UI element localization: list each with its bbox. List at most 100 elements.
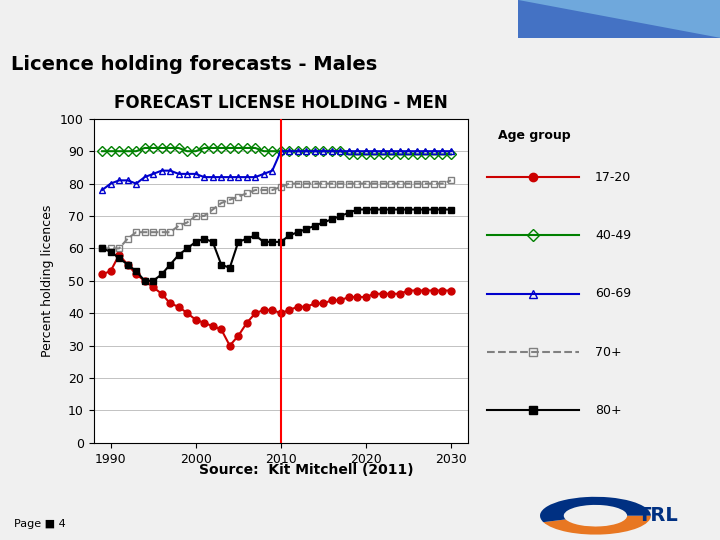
70+ (310, 180, 319, 187)
17-20 (192, 316, 200, 323)
70+ (268, 187, 276, 193)
60-69 (345, 148, 354, 154)
70+ (370, 180, 379, 187)
40-49 (413, 151, 421, 158)
40-49 (319, 148, 328, 154)
60-69 (446, 148, 455, 154)
40-49 (285, 148, 294, 154)
80+ (217, 261, 225, 268)
80+ (243, 235, 251, 242)
60-69 (208, 174, 217, 180)
70+ (328, 180, 336, 187)
60-69 (413, 148, 421, 154)
Line: 40-49: 40-49 (99, 145, 454, 158)
40-49 (183, 148, 192, 154)
80+ (345, 210, 354, 216)
40-49 (387, 151, 396, 158)
17-20 (107, 268, 115, 274)
60-69 (379, 148, 387, 154)
40-49 (404, 151, 413, 158)
17-20 (370, 291, 379, 297)
80+ (302, 226, 310, 232)
70+ (404, 180, 413, 187)
80+ (192, 239, 200, 245)
60-69 (123, 177, 132, 184)
80+ (328, 216, 336, 222)
60-69 (192, 171, 200, 177)
40-49 (438, 151, 447, 158)
60-69 (387, 148, 396, 154)
60-69 (353, 148, 361, 154)
60-69 (395, 148, 404, 154)
80+ (140, 278, 149, 284)
60-69 (114, 177, 123, 184)
70+ (217, 200, 225, 206)
17-20 (413, 287, 421, 294)
17-20 (234, 333, 243, 339)
60-69 (404, 148, 413, 154)
70+ (208, 206, 217, 213)
70+ (421, 180, 430, 187)
17-20 (319, 300, 328, 307)
70+ (243, 190, 251, 197)
40-49 (200, 145, 209, 151)
40-49 (328, 148, 336, 154)
Text: 40-49: 40-49 (595, 229, 631, 242)
17-20 (251, 310, 260, 316)
Text: Page ■ 4: Page ■ 4 (14, 519, 66, 529)
40-49 (140, 145, 149, 151)
40-49 (208, 145, 217, 151)
80+ (404, 206, 413, 213)
40-49 (310, 148, 319, 154)
40-49 (158, 145, 166, 151)
17-20 (183, 310, 192, 316)
60-69 (370, 148, 379, 154)
Bar (518, 0, 720, 38)
60-69 (107, 180, 115, 187)
40-49 (217, 145, 225, 151)
60-69 (149, 171, 158, 177)
80+ (158, 271, 166, 278)
60-69 (132, 180, 140, 187)
40-49 (361, 151, 370, 158)
40-49 (174, 145, 183, 151)
17-20 (158, 291, 166, 297)
60-69 (251, 174, 260, 180)
40-49 (149, 145, 158, 151)
17-20 (387, 291, 396, 297)
70+ (430, 180, 438, 187)
Text: TRL: TRL (638, 506, 679, 525)
17-20 (302, 303, 310, 310)
17-20 (208, 323, 217, 329)
60-69 (438, 148, 447, 154)
Text: 60-69: 60-69 (595, 287, 631, 300)
80+ (336, 213, 345, 219)
70+ (446, 177, 455, 184)
40-49 (336, 148, 345, 154)
80+ (319, 219, 328, 226)
60-69 (294, 148, 302, 154)
80+ (276, 239, 285, 245)
60-69 (98, 187, 107, 193)
70+ (98, 245, 107, 252)
40-49 (114, 148, 123, 154)
Wedge shape (540, 497, 651, 522)
40-49 (166, 145, 174, 151)
70+ (319, 180, 328, 187)
80+ (107, 248, 115, 255)
17-20 (353, 294, 361, 300)
Text: 80+: 80+ (595, 404, 621, 417)
17-20 (259, 307, 268, 313)
70+ (336, 180, 345, 187)
80+ (208, 239, 217, 245)
80+ (251, 232, 260, 239)
Y-axis label: Percent holding licences: Percent holding licences (42, 205, 55, 357)
40-49 (98, 148, 107, 154)
60-69 (200, 174, 209, 180)
17-20 (225, 342, 234, 349)
17-20 (174, 303, 183, 310)
17-20 (114, 252, 123, 258)
60-69 (217, 174, 225, 180)
17-20 (149, 284, 158, 291)
17-20 (446, 287, 455, 294)
